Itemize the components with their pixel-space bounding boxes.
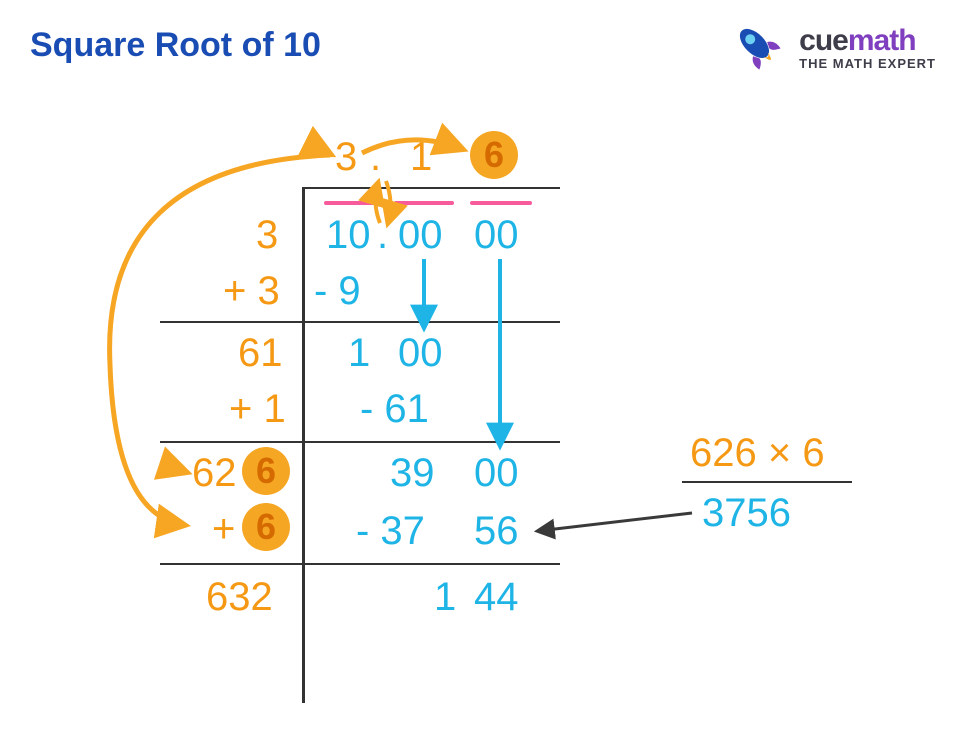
rocket-icon (729, 18, 787, 76)
line-2 (160, 441, 560, 443)
quotient-dot: . (370, 135, 381, 180)
divisor-3b-circle: 6 (242, 503, 290, 551)
page-title: Square Root of 10 (30, 26, 321, 65)
division-top-line (302, 187, 560, 189)
sub-37: - 37 (356, 509, 425, 554)
line-1 (160, 321, 560, 323)
sub-56: 56 (474, 509, 519, 554)
sub-61: - 61 (360, 387, 429, 432)
pair-bar-3 (470, 201, 532, 205)
divisor-1: 3 (256, 213, 278, 258)
rem1-b: 00 (398, 331, 443, 376)
long-division-diagram: 3 . 1 6 10 . 00 00 3 + 3 - 9 61 + 1 1 00… (130, 135, 830, 715)
side-line (682, 481, 852, 483)
divisor-1-add: + 3 (223, 269, 280, 314)
dividend-p1: 10 (326, 213, 371, 258)
divisor-3-plus: + (212, 507, 235, 552)
side-to-sub-arrow (538, 513, 692, 531)
logo-subtitle: THE MATH EXPERT (799, 56, 936, 71)
division-vertical-line (302, 187, 305, 703)
quotient-d2: 1 (410, 135, 432, 180)
side-result: 3756 (702, 491, 791, 536)
divisor-2: 61 (238, 331, 283, 376)
dividend-p3: 00 (474, 213, 519, 258)
rem1-a: 1 (348, 331, 370, 376)
dividend-p2: 00 (398, 213, 443, 258)
final-rem-b: 44 (474, 575, 519, 620)
rem2-a: 39 (390, 451, 435, 496)
rem2-b: 00 (474, 451, 519, 496)
side-mult: 626 × 6 (690, 431, 825, 476)
divisor-2-add: + 1 (229, 387, 286, 432)
logo-brand: cuemath (799, 24, 936, 58)
divisor-3-a: 62 (192, 451, 237, 496)
dividend-dot: . (377, 213, 388, 258)
quotient-d3: 6 (470, 131, 518, 179)
sub-9: - 9 (314, 269, 361, 314)
line-3 (160, 563, 560, 565)
final-divisor: 632 (206, 575, 273, 620)
final-rem-a: 1 (434, 575, 456, 620)
divisor-3-circle: 6 (242, 447, 290, 495)
pair-bar-2 (394, 201, 454, 205)
quotient-d1: 3 (335, 135, 357, 180)
pair-bar-1 (324, 201, 376, 205)
brand-logo: cuemath THE MATH EXPERT (729, 18, 936, 76)
